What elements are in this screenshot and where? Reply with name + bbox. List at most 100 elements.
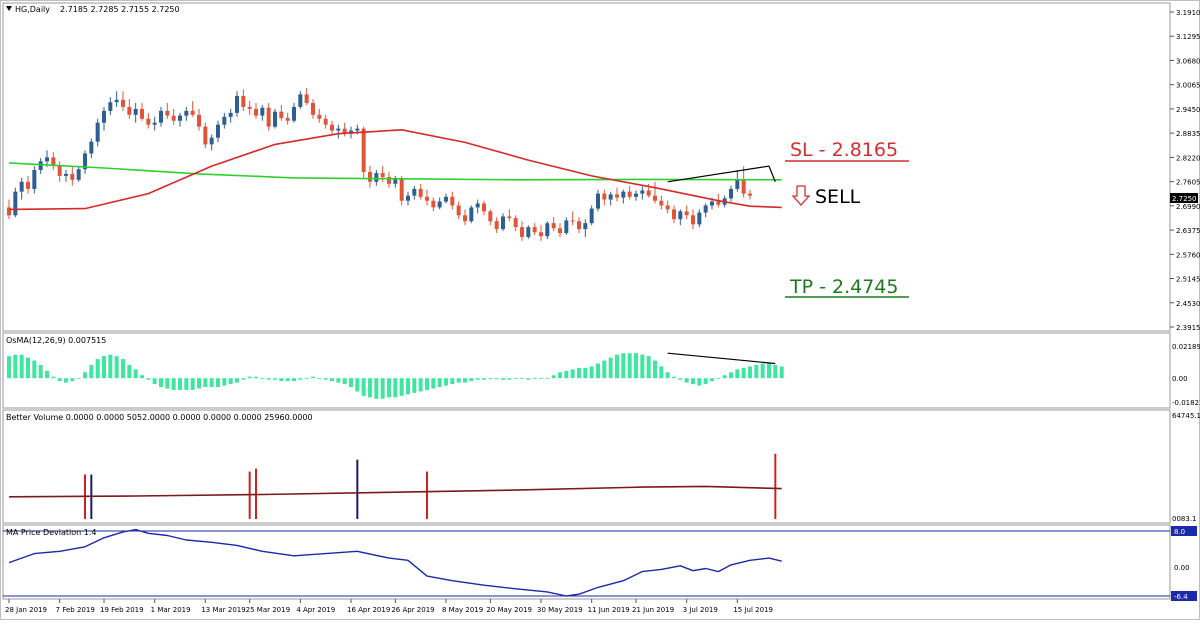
osma-bar — [159, 378, 163, 388]
osma-bar — [748, 366, 752, 379]
triangle-down-icon[interactable] — [6, 6, 12, 11]
candle-body — [228, 112, 233, 117]
osma-title: OsMA(12,26,9) 0.007515 — [6, 336, 106, 345]
osma-bar — [247, 376, 252, 379]
osma-bar — [431, 378, 436, 389]
osma-bar — [83, 372, 87, 379]
date-tick-label: 21 Jun 2019 — [632, 606, 674, 614]
osma-bar — [507, 378, 512, 380]
osma-bar — [602, 360, 607, 379]
osma-bar — [260, 378, 265, 379]
candle-body — [83, 153, 87, 170]
osma-bar — [108, 354, 113, 379]
osma-bar — [539, 378, 543, 379]
sl-label: SL - 2.8165 — [790, 139, 898, 161]
candle-body — [399, 178, 404, 201]
volume-average-line — [8, 485, 782, 498]
osma-bar — [228, 378, 233, 385]
osma-bar — [355, 378, 360, 392]
current-price-tag — [1170, 193, 1198, 203]
osma-bar — [203, 378, 208, 388]
candle-body — [729, 188, 733, 199]
osma-bar — [608, 357, 613, 379]
candle-body — [412, 188, 417, 196]
osma-bar — [615, 354, 619, 379]
candle-body — [209, 137, 214, 145]
osma-bar — [456, 378, 461, 383]
osma-bar — [57, 378, 62, 382]
deviation-tick-label: 0.00 — [1174, 564, 1190, 572]
candle-body — [368, 171, 372, 182]
osma-bar — [634, 353, 638, 379]
candle-body — [710, 201, 714, 206]
osma-bar — [399, 378, 404, 396]
candle-body — [95, 122, 100, 142]
osma-bar — [330, 378, 334, 382]
candle-body — [418, 188, 423, 197]
deviation-tick-label: -6.4 — [1174, 593, 1188, 601]
osma-bar — [121, 359, 125, 379]
candle-body — [684, 211, 689, 216]
price-tick-label: 2.7605 — [1176, 179, 1200, 187]
osma-bar — [190, 378, 195, 390]
candle-body — [716, 201, 721, 205]
candle-body — [298, 94, 303, 107]
candle-body — [646, 190, 651, 196]
osma-bar — [697, 378, 702, 386]
candle-body — [102, 110, 106, 123]
date-tick-label: 11 Jun 2019 — [588, 606, 630, 614]
osma-bar — [254, 376, 258, 379]
osma-bar — [520, 378, 524, 379]
osma-bar — [102, 356, 106, 379]
candle-body — [121, 99, 125, 107]
sell-label: SELL — [815, 186, 861, 208]
osma-bar — [482, 378, 486, 380]
osma-bar — [444, 378, 448, 386]
candle-body — [437, 201, 442, 208]
candle-body — [589, 208, 594, 224]
osma-bar — [311, 376, 315, 379]
osma-bar — [342, 378, 347, 385]
moving-average-slow-line — [8, 162, 782, 181]
osma-bar — [38, 364, 43, 379]
osma-bar — [779, 366, 784, 379]
price-tick-label: 2.3915 — [1176, 324, 1200, 332]
osma-bar — [304, 378, 309, 379]
candle-body — [615, 194, 619, 198]
candle-body — [431, 200, 436, 208]
candle-body — [608, 194, 613, 200]
candle-body — [380, 173, 385, 178]
osma-bar — [513, 378, 518, 379]
candle-body — [203, 126, 208, 145]
price-tick-label: 2.5145 — [1176, 276, 1200, 284]
osma-bar — [760, 363, 765, 379]
osma-bar — [406, 378, 410, 395]
date-tick-label: 25 Mar 2019 — [246, 606, 290, 614]
candle-body — [640, 190, 645, 194]
osma-bar — [589, 366, 594, 379]
osma-bar — [349, 378, 353, 388]
deviation-upper-tag — [1171, 526, 1197, 536]
osma-bar — [374, 378, 379, 399]
candle-body — [266, 107, 271, 127]
date-tick-label: 1 Mar 2019 — [151, 606, 191, 614]
candle-body — [494, 221, 499, 230]
osma-bar — [285, 378, 290, 382]
candle-body — [165, 110, 170, 116]
osma-bar — [266, 378, 271, 380]
date-tick-label: 4 Apr 2019 — [296, 606, 335, 614]
price-trendline — [667, 165, 770, 183]
osma-bar — [703, 378, 708, 385]
candle-body — [292, 106, 296, 121]
candle-body — [140, 108, 144, 119]
candle-body — [304, 94, 309, 104]
osma-bar — [469, 378, 474, 382]
price-tick-label: 2.4530 — [1176, 300, 1200, 308]
osma-bar — [76, 378, 81, 379]
candle-body — [665, 205, 670, 210]
price-trendline-drop — [768, 165, 776, 183]
osma-bar — [298, 378, 303, 380]
osma-bar — [754, 364, 759, 379]
candle-body — [488, 211, 493, 222]
